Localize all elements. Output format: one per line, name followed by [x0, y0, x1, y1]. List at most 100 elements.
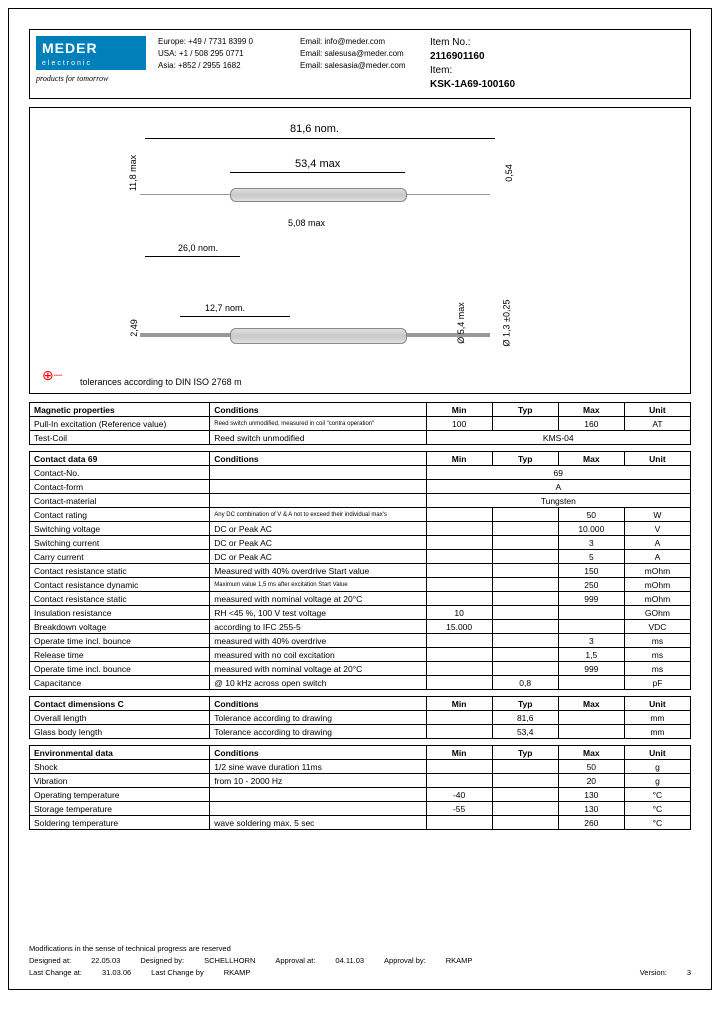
td: from 10 - 2000 Hz — [210, 774, 426, 788]
td: Tolerance according to drawing — [210, 711, 426, 725]
th: Min — [426, 452, 492, 466]
td: -40 — [426, 788, 492, 802]
td — [210, 480, 426, 494]
dim-line — [145, 138, 495, 139]
td: 260 — [558, 816, 624, 830]
label: Designed at: — [29, 955, 71, 967]
contacts-phone: Europe: +49 / 7731 8399 0 USA: +1 / 508 … — [158, 36, 288, 72]
table-dimensions: Contact dimensions C Conditions Min Typ … — [29, 696, 691, 739]
td-label: Switching current — [30, 536, 210, 550]
td: g — [624, 774, 690, 788]
td — [426, 711, 492, 725]
td: 50 — [558, 508, 624, 522]
td — [426, 536, 492, 550]
table-magnetic: Magnetic properties Conditions Min Typ M… — [29, 402, 691, 445]
td: 3 — [558, 536, 624, 550]
value: 04.11.03 — [335, 955, 364, 967]
th: Unit — [624, 452, 690, 466]
td-label: Vibration — [30, 774, 210, 788]
th: Conditions — [210, 403, 426, 417]
td-label: Overall length — [30, 711, 210, 725]
td — [492, 417, 558, 431]
th-title: Magnetic properties — [30, 403, 210, 417]
table-row: Storage temperature-55130°C — [30, 802, 691, 816]
td: 160 — [558, 417, 624, 431]
td: 10 — [426, 606, 492, 620]
td: measured with no coil excitation — [210, 648, 426, 662]
td — [492, 564, 558, 578]
td: mOhm — [624, 578, 690, 592]
td — [210, 802, 426, 816]
value: 31.03.06 — [102, 967, 131, 979]
td: Reed switch unmodified — [210, 431, 426, 445]
slogan: products for tomorrow — [36, 74, 146, 83]
table-row: Contact-No. 69 — [30, 466, 691, 480]
td: A — [624, 550, 690, 564]
td — [492, 788, 558, 802]
dim-bottom-len: 12,7 nom. — [205, 303, 245, 313]
table-row: Capacitance@ 10 kHz across open switch0,… — [30, 676, 691, 690]
th: Typ — [492, 452, 558, 466]
td — [426, 578, 492, 592]
dim-lead-thick: 0,54 — [504, 164, 514, 182]
td: 0,8 — [492, 676, 558, 690]
contact-row: Email: salesusa@meder.com — [300, 48, 430, 60]
td: mOhm — [624, 592, 690, 606]
td-label: Contact rating — [30, 508, 210, 522]
td: AT — [624, 417, 690, 431]
td: 130 — [558, 802, 624, 816]
td: Reed switch unmodified, measured in coil… — [210, 417, 426, 431]
contact-row: USA: +1 / 508 295 0771 — [158, 48, 288, 60]
td-span: A — [426, 480, 690, 494]
th: Unit — [624, 746, 690, 760]
th: Unit — [624, 697, 690, 711]
td: 10.000 — [558, 522, 624, 536]
contact-row: Europe: +49 / 7731 8399 0 — [158, 36, 288, 48]
table-contact: Contact data 69 Conditions Min Typ Max U… — [29, 451, 691, 690]
dim-lead-len: 26,0 nom. — [178, 243, 218, 253]
th: Unit — [624, 403, 690, 417]
dim-line — [180, 316, 290, 317]
td — [558, 711, 624, 725]
td: 50 — [558, 760, 624, 774]
td: A — [624, 536, 690, 550]
td: 20 — [558, 774, 624, 788]
td: g — [624, 760, 690, 774]
td: V — [624, 522, 690, 536]
td: 250 — [558, 578, 624, 592]
table-row: Carry currentDC or Peak AC5A — [30, 550, 691, 564]
td: W — [624, 508, 690, 522]
td-label: Release time — [30, 648, 210, 662]
td: Tolerance according to drawing — [210, 725, 426, 739]
table-row: Shock1/2 sine wave duration 11ms50g — [30, 760, 691, 774]
td-label: Contact-No. — [30, 466, 210, 480]
td: measured with nominal voltage at 20°C — [210, 662, 426, 676]
table-row: Soldering temperaturewave soldering max.… — [30, 816, 691, 830]
th: Conditions — [210, 697, 426, 711]
th-title: Environmental data — [30, 746, 210, 760]
td-label: Operate time incl. bounce — [30, 634, 210, 648]
value: SCHELLHORN — [204, 955, 255, 967]
td: RH <45 %, 100 V test voltage — [210, 606, 426, 620]
td-span: 69 — [426, 466, 690, 480]
td — [558, 725, 624, 739]
th: Typ — [492, 746, 558, 760]
td: measured with nominal voltage at 20°C — [210, 592, 426, 606]
td: 130 — [558, 788, 624, 802]
dim-body: 53,4 max — [295, 158, 340, 170]
th: Conditions — [210, 746, 426, 760]
td — [492, 536, 558, 550]
th: Max — [558, 452, 624, 466]
table-environmental: Environmental data Conditions Min Typ Ma… — [29, 745, 691, 830]
td — [492, 508, 558, 522]
crosshair-icon: ⊕┈ — [42, 367, 72, 387]
td — [492, 522, 558, 536]
value: 22.05.03 — [91, 955, 120, 967]
td — [210, 494, 426, 508]
td: 1,5 — [558, 648, 624, 662]
td — [558, 676, 624, 690]
th: Min — [426, 746, 492, 760]
td: ms — [624, 662, 690, 676]
td: 999 — [558, 592, 624, 606]
td: 15.000 — [426, 620, 492, 634]
